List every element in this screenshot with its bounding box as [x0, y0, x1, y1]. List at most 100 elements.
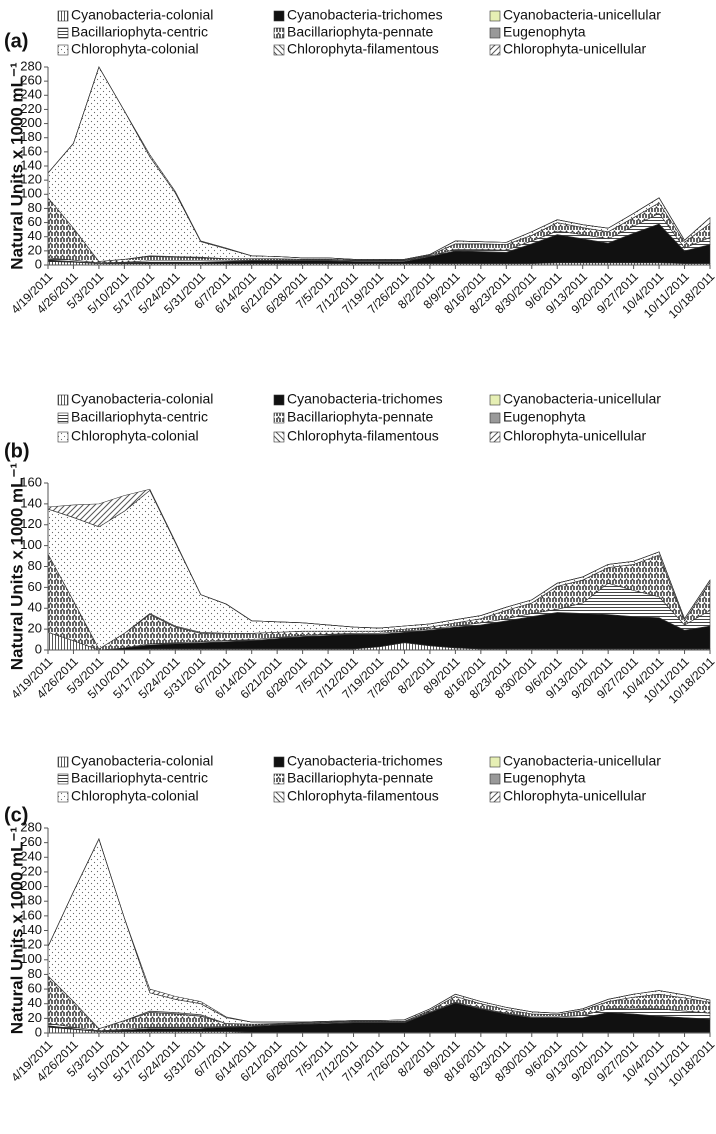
y-tick-label: 280 [20, 819, 42, 834]
y-tick-label: 60 [28, 214, 42, 229]
legend-label: Cyanobacteria-trichomes [287, 753, 443, 769]
legend-swatch [57, 10, 69, 22]
area-diag [47, 66, 711, 260]
y-tick-label: 120 [20, 937, 42, 952]
legend-label: Cyanobacteria-unicellular [503, 753, 661, 769]
legend-swatch [273, 791, 285, 803]
legend-swatch [57, 756, 69, 768]
y-axis-label: Natural Units x 1000 mL⁻¹ [7, 826, 26, 1034]
y-tick-label: 260 [20, 834, 42, 849]
y-tick-label: 0 [35, 641, 42, 656]
y-tick-label: 100 [20, 537, 42, 552]
legend-label: Cyanobacteria-colonial [71, 753, 213, 769]
legend-swatch [57, 431, 69, 443]
legend-label: Chlorophyta-filamentous [287, 428, 439, 444]
legend-swatch [57, 412, 69, 424]
y-tick-label: 80 [28, 200, 42, 215]
y-tick-label: 160 [20, 143, 42, 158]
legend-label: Cyanobacteria-colonial [71, 391, 213, 407]
panel-label: (a) [4, 30, 28, 52]
legend-swatch [273, 756, 285, 768]
y-tick-label: 140 [20, 157, 42, 172]
area-diag [47, 838, 711, 1023]
y-tick-label: 0 [35, 1024, 42, 1039]
y-tick-label: 100 [20, 951, 42, 966]
legend-label: Chlorophyta-colonial [71, 41, 199, 57]
legend-swatch [489, 791, 501, 803]
y-tick-label: 100 [20, 186, 42, 201]
y-tick-label: 240 [20, 849, 42, 864]
legend-swatch [273, 394, 285, 406]
y-tick-label: 160 [20, 907, 42, 922]
y-axis-label: Natural Units x 1000 mL⁻¹ [7, 462, 26, 670]
legend-swatch [489, 431, 501, 443]
legend-swatch [489, 773, 501, 785]
y-tick-label: 120 [20, 516, 42, 531]
y-tick-label: 220 [20, 863, 42, 878]
legend-swatch [273, 27, 285, 39]
y-tick-label: 80 [28, 558, 42, 573]
legend-swatch [57, 791, 69, 803]
y-tick-label: 200 [20, 878, 42, 893]
y-tick-label: 240 [20, 87, 42, 102]
legend-swatch [273, 10, 285, 22]
legend-swatch [273, 773, 285, 785]
y-tick-label: 80 [28, 966, 42, 981]
legend-label: Cyanobacteria-trichomes [287, 391, 443, 407]
y-tick-label: 140 [20, 495, 42, 510]
legend-swatch [57, 773, 69, 785]
legend-label: Chlorophyta-filamentous [287, 788, 439, 804]
y-tick-label: 20 [28, 1010, 42, 1025]
y-tick-label: 40 [28, 995, 42, 1010]
legend-swatch [489, 412, 501, 424]
y-tick-label: 20 [28, 621, 42, 636]
y-tick-label: 40 [28, 600, 42, 615]
legend-label: Bacillariophyta-centric [71, 409, 208, 425]
y-tick-label: 20 [28, 242, 42, 257]
legend-swatch [57, 27, 69, 39]
legend-label: Cyanobacteria-colonial [71, 7, 213, 23]
legend-swatch [273, 412, 285, 424]
y-tick-label: 220 [20, 101, 42, 116]
legend-swatch [489, 27, 501, 39]
y-tick-label: 40 [28, 228, 42, 243]
legend-swatch [489, 394, 501, 406]
area-dots-sparse [47, 838, 711, 1029]
legend-label: Chlorophyta-colonial [71, 788, 199, 804]
legend-label: Chlorophyta-unicellular [503, 41, 647, 57]
area-diag [47, 488, 711, 629]
y-tick-label: 280 [20, 58, 42, 73]
y-axis-label: Natural Units x 1000 mL⁻¹ [7, 62, 26, 270]
y-tick-label: 260 [20, 73, 42, 88]
y-tick-label: 180 [20, 129, 42, 144]
legend-label: Chlorophyta-colonial [71, 428, 199, 444]
legend-label: Bacillariophyta-pennate [287, 409, 434, 425]
legend-label: Eugenophyta [503, 770, 586, 786]
legend-label: Eugenophyta [503, 24, 586, 40]
legend-label: Chlorophyta-unicellular [503, 428, 647, 444]
y-tick-label: 0 [35, 256, 42, 271]
legend-label: Cyanobacteria-trichomes [287, 7, 443, 23]
y-tick-label: 140 [20, 922, 42, 937]
legend-label: Cyanobacteria-unicellular [503, 7, 661, 23]
legend-swatch [489, 10, 501, 22]
y-tick-label: 200 [20, 115, 42, 130]
legend-swatch [489, 44, 501, 56]
legend-label: Bacillariophyta-pennate [287, 770, 434, 786]
legend-swatch [57, 44, 69, 56]
y-tick-label: 160 [20, 474, 42, 489]
legend-label: Bacillariophyta-centric [71, 770, 208, 786]
legend-swatch [273, 44, 285, 56]
legend-swatch [273, 431, 285, 443]
panel-label: (b) [4, 440, 30, 462]
legend-swatch [489, 756, 501, 768]
y-tick-label: 120 [20, 172, 42, 187]
legend-label: Bacillariophyta-centric [71, 24, 208, 40]
y-tick-label: 60 [28, 579, 42, 594]
legend-label: Chlorophyta-filamentous [287, 41, 439, 57]
y-tick-label: 60 [28, 981, 42, 996]
y-tick-label: 180 [20, 893, 42, 908]
legend-label: Eugenophyta [503, 409, 586, 425]
legend-label: Bacillariophyta-pennate [287, 24, 434, 40]
